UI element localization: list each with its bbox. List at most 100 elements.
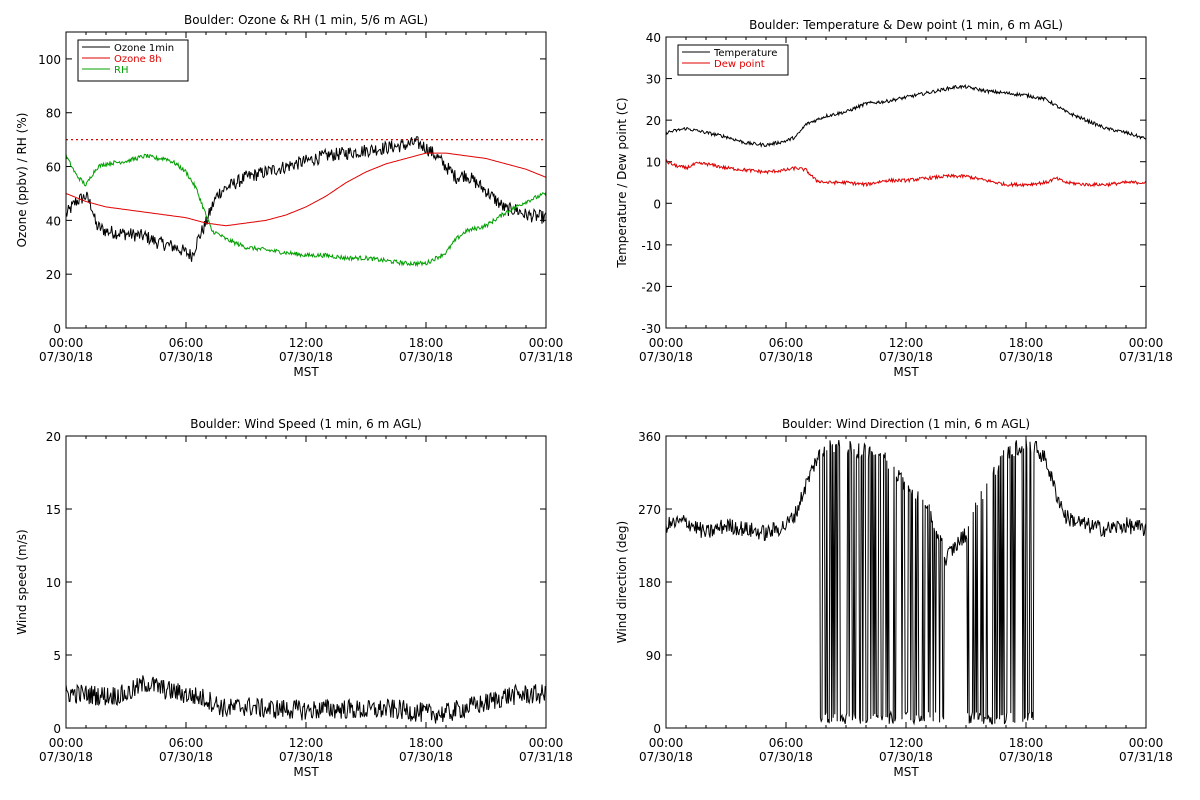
- plot-area: [66, 136, 546, 268]
- y-tick-label: 0: [53, 722, 61, 736]
- y-tick-label: -10: [641, 239, 661, 253]
- x-tick-label-date: 07/30/18: [159, 350, 213, 364]
- y-tick-label: 0: [653, 722, 661, 736]
- legend-label: Dew point: [714, 59, 765, 70]
- x-tick-label-date: 07/30/18: [159, 750, 213, 764]
- y-tick-label: 20: [46, 268, 61, 282]
- plot-area: [66, 675, 546, 724]
- x-tick-label-date: 07/30/18: [279, 350, 333, 364]
- series-line-rh: [66, 153, 546, 268]
- x-tick-label-date: 07/30/18: [759, 350, 813, 364]
- x-tick-label-time: 00:00: [49, 336, 84, 350]
- x-tick-label-time: 06:00: [169, 736, 204, 750]
- x-tick-label-date: 07/30/18: [999, 350, 1053, 364]
- x-tick-label-time: 12:00: [289, 736, 324, 750]
- temp-dew-panel: Boulder: Temperature & Dew point (1 min,…: [615, 18, 1173, 379]
- y-tick-label: 80: [46, 107, 61, 121]
- plot-area: [666, 84, 1146, 188]
- legend-label: Ozone 1min: [114, 43, 174, 54]
- plot-frame: [65, 31, 547, 329]
- x-tick-label-date: 07/30/18: [399, 350, 453, 364]
- x-tick-label-time: 12:00: [889, 336, 924, 350]
- plot-area: [666, 438, 1146, 726]
- x-tick-label-time: 00:00: [649, 736, 684, 750]
- chart-title: Boulder: Ozone & RH (1 min, 5/6 m AGL): [184, 13, 428, 27]
- y-tick-label: 10: [646, 156, 661, 170]
- y-axis-label: Wind speed (m/s): [15, 529, 29, 634]
- y-tick-label: -20: [641, 280, 661, 294]
- y-axis-label: Wind direction (deg): [615, 521, 629, 643]
- x-tick-label-time: 00:00: [649, 336, 684, 350]
- y-tick-label: 20: [46, 430, 61, 444]
- series-line-ozone-8h: [66, 152, 546, 227]
- x-tick-label-time: 06:00: [769, 336, 804, 350]
- y-tick-label: 360: [638, 430, 661, 444]
- y-tick-label: 15: [46, 503, 61, 517]
- x-tick-label-time: 00:00: [1129, 336, 1164, 350]
- legend-label: RH: [114, 65, 128, 76]
- y-tick-label: -30: [641, 322, 661, 336]
- x-tick-label-time: 06:00: [769, 736, 804, 750]
- x-tick-label-date: 07/31/18: [1119, 350, 1173, 364]
- x-tick-label-time: 00:00: [529, 736, 564, 750]
- x-tick-label-date: 07/30/18: [39, 750, 93, 764]
- x-tick-label-time: 00:00: [529, 336, 564, 350]
- plot-frame: [665, 435, 1147, 729]
- series-line-ozone-1min: [66, 136, 546, 262]
- chart-title: Boulder: Wind Speed (1 min, 6 m AGL): [190, 417, 422, 431]
- x-tick-label-date: 07/30/18: [999, 750, 1053, 764]
- x-tick-label-time: 00:00: [49, 736, 84, 750]
- x-tick-label-date: 07/31/18: [519, 750, 573, 764]
- x-tick-label-time: 18:00: [409, 336, 444, 350]
- ozone-rh-panel: Boulder: Ozone & RH (1 min, 5/6 m AGL) 0 2…: [15, 13, 573, 379]
- x-tick-label-time: 00:00: [1129, 736, 1164, 750]
- y-tick-label: 30: [646, 73, 661, 87]
- x-tick-label-date: 07/30/18: [879, 350, 933, 364]
- y-tick-label: 180: [638, 576, 661, 590]
- x-axis-label: MST: [893, 365, 919, 379]
- y-tick-label: 60: [46, 161, 61, 175]
- x-tick-label-date: 07/30/18: [279, 750, 333, 764]
- plot-frame: [65, 435, 547, 729]
- legend: [677, 44, 789, 76]
- y-tick-label: 20: [646, 114, 661, 128]
- series-line-temperature: [666, 84, 1146, 148]
- x-tick-label-date: 07/30/18: [639, 350, 693, 364]
- series-line-data: [666, 438, 1146, 726]
- x-tick-label-time: 18:00: [1009, 736, 1044, 750]
- legend-label: Temperature: [713, 48, 777, 59]
- x-tick-label-date: 07/30/18: [879, 750, 933, 764]
- y-axis-label: Temperature / Dew point (C): [615, 97, 629, 268]
- y-tick-label: 100: [38, 53, 61, 67]
- chart-title: Boulder: Wind Direction (1 min, 6 m AGL): [782, 417, 1030, 431]
- x-tick-label-date: 07/30/18: [39, 350, 93, 364]
- y-tick-label: 10: [46, 576, 61, 590]
- legend-label: Ozone 8h: [114, 54, 162, 65]
- y-tick-label: 90: [646, 649, 661, 663]
- chart-title: Boulder: Temperature & Dew point (1 min,…: [749, 18, 1063, 32]
- x-tick-label-time: 18:00: [409, 736, 444, 750]
- x-tick-label-time: 12:00: [889, 736, 924, 750]
- x-axis-label: MST: [893, 765, 919, 779]
- x-tick-label-time: 18:00: [1009, 336, 1044, 350]
- y-axis-label: Ozone (ppbv) / RH (%): [15, 113, 29, 248]
- x-tick-label-time: 12:00: [289, 336, 324, 350]
- y-tick-label: 0: [53, 322, 61, 336]
- x-tick-label-date: 07/31/18: [1119, 750, 1173, 764]
- y-tick-label: 40: [46, 214, 61, 228]
- x-axis-label: MST: [293, 365, 319, 379]
- series-line-dew-point: [666, 159, 1146, 188]
- x-tick-label-date: 07/30/18: [639, 750, 693, 764]
- x-tick-label-date: 07/31/18: [519, 350, 573, 364]
- y-tick-label: 0: [653, 197, 661, 211]
- wind-speed-panel: Boulder: Wind Speed (1 min, 6 m AGL) 0 5 10…: [15, 417, 573, 779]
- x-axis-label: MST: [293, 765, 319, 779]
- y-tick-label: 40: [646, 31, 661, 45]
- x-tick-label-time: 06:00: [169, 336, 204, 350]
- y-tick-label: 270: [638, 503, 661, 517]
- x-tick-label-date: 07/30/18: [399, 750, 453, 764]
- series-line-data: [66, 675, 546, 724]
- plot-frame: [665, 36, 1147, 329]
- wind-dir-panel: Boulder: Wind Direction (1 min, 6 m AGL)…: [615, 417, 1173, 779]
